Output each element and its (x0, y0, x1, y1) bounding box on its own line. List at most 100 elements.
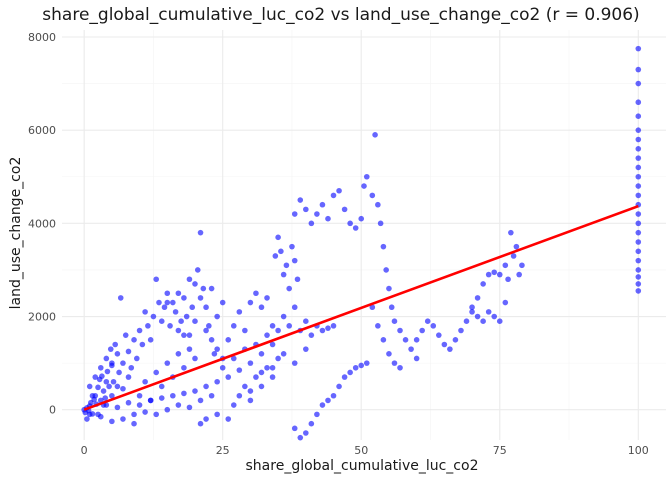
data-point (635, 281, 642, 287)
data-point (214, 378, 220, 385)
data-point (242, 383, 248, 390)
data-point (485, 309, 492, 315)
data-point (391, 318, 398, 324)
data-point (164, 406, 171, 413)
data-point (200, 285, 207, 292)
data-point (186, 346, 193, 352)
data-point (153, 411, 160, 418)
data-point (186, 404, 193, 411)
data-point (510, 253, 517, 259)
data-point (136, 392, 143, 399)
data-point (158, 318, 165, 324)
x-tick-label: 0 (81, 444, 88, 457)
data-point (264, 332, 270, 338)
data-point (183, 313, 190, 320)
data-point (424, 318, 431, 324)
data-point (635, 274, 642, 280)
data-point (95, 411, 101, 418)
data-point (258, 304, 265, 311)
data-point (289, 243, 295, 250)
data-point (291, 360, 298, 366)
data-point (469, 309, 475, 315)
data-point (336, 187, 342, 194)
data-point (380, 337, 387, 343)
data-point (114, 404, 121, 411)
data-point (269, 364, 276, 371)
data-point (86, 411, 93, 418)
data-point (86, 383, 93, 390)
data-point (463, 318, 470, 324)
data-point (430, 323, 437, 329)
y-tick-label: 0 (49, 404, 56, 417)
data-point (99, 373, 105, 379)
data-point (474, 295, 481, 301)
data-point (352, 364, 359, 371)
data-point (291, 304, 298, 311)
data-point (388, 304, 395, 311)
data-point (142, 409, 148, 415)
data-point (441, 341, 448, 348)
data-point (275, 234, 281, 241)
data-point (280, 271, 287, 278)
data-point (214, 346, 220, 352)
x-tick-label: 25 (216, 444, 230, 457)
x-tick-label: 75 (493, 444, 507, 457)
data-point (103, 355, 110, 362)
data-point (230, 323, 237, 329)
data-point (214, 411, 220, 418)
data-point (508, 229, 514, 236)
data-point (286, 285, 292, 292)
data-point (192, 388, 198, 394)
data-point (164, 290, 171, 297)
data-point (635, 80, 642, 87)
data-point (325, 397, 331, 404)
data-point (408, 346, 414, 352)
data-point (319, 327, 326, 334)
y-tick-label: 4000 (28, 217, 56, 230)
y-tick-label: 2000 (28, 311, 56, 324)
data-point (330, 192, 337, 199)
data-point (247, 360, 254, 366)
data-point (197, 420, 204, 427)
data-point (275, 327, 281, 334)
y-axis-ticks: 0 2000 4000 6000 8000 (28, 31, 56, 417)
data-point (635, 239, 642, 245)
data-point (247, 299, 254, 306)
data-point (153, 369, 160, 376)
data-point (150, 313, 157, 320)
data-point (496, 318, 503, 324)
data-point (474, 313, 481, 320)
data-point (253, 290, 259, 297)
data-point (208, 392, 215, 399)
data-point (347, 369, 353, 376)
data-point (114, 351, 121, 357)
data-point (319, 201, 326, 208)
data-point (181, 390, 187, 397)
data-point (291, 257, 298, 264)
data-point (147, 337, 154, 343)
data-point (186, 276, 193, 283)
data-point (258, 383, 265, 390)
data-point (635, 113, 642, 119)
data-point (635, 99, 642, 106)
data-point (291, 425, 298, 432)
data-point (116, 369, 122, 376)
data-point (419, 327, 425, 334)
data-point (513, 243, 520, 250)
data-point (258, 369, 265, 376)
data-point (358, 215, 365, 222)
data-point (469, 304, 475, 311)
data-point (181, 364, 187, 371)
data-point (214, 313, 220, 320)
data-point (131, 411, 137, 418)
data-point (447, 346, 453, 352)
data-point (236, 392, 243, 399)
data-point (330, 392, 337, 399)
chart-title: share_global_cumulative_luc_co2 vs land_… (42, 5, 639, 25)
data-point (172, 309, 179, 315)
data-point (275, 355, 281, 362)
data-point (278, 248, 284, 255)
data-point (375, 201, 381, 208)
data-point (308, 332, 315, 338)
data-point (635, 45, 642, 52)
